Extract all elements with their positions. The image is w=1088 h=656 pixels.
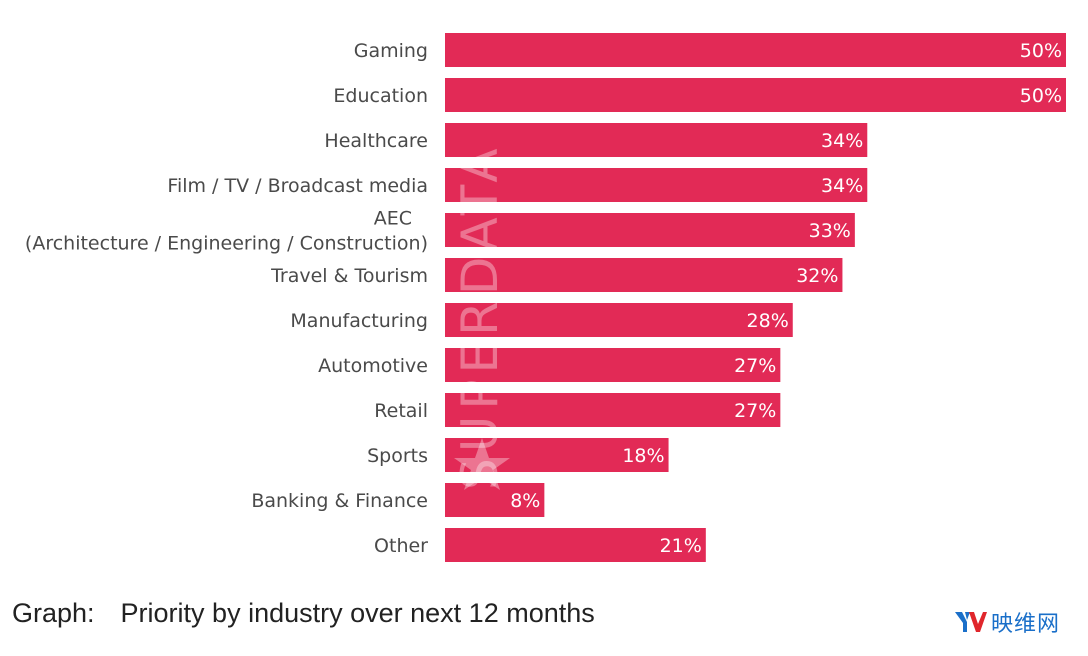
value-label: 21%: [660, 535, 702, 557]
bar: [445, 393, 781, 427]
category-label-line: Automotive: [318, 355, 428, 377]
value-label: 34%: [821, 130, 863, 152]
category-label-line: Banking & Finance: [251, 490, 428, 512]
caption-text: Priority by industry over next 12 months: [120, 598, 595, 628]
value-label: 32%: [796, 265, 838, 287]
bar: [445, 528, 706, 562]
value-label: 28%: [747, 310, 789, 332]
yivian-logo: 映维网: [955, 606, 1060, 638]
bar: [445, 303, 793, 337]
value-label: 27%: [734, 355, 776, 377]
bar: [445, 483, 545, 517]
category-label: Gaming: [354, 40, 428, 62]
category-label-line: Healthcare: [324, 130, 428, 152]
category-label-line: Gaming: [354, 40, 428, 62]
bars-group: [445, 33, 1066, 562]
category-label: Film / TV / Broadcast media: [167, 175, 428, 197]
watermark-text: SUPERDATA: [451, 142, 509, 490]
category-label: Manufacturing: [290, 310, 428, 332]
star-icon: [454, 438, 510, 490]
value-label: 34%: [821, 175, 863, 197]
bar: [445, 168, 868, 202]
category-label-line: AEC: [374, 208, 412, 230]
value-labels: 50% 50% 34% 34% 33% 32% 28% 27% 27% 18% 8% 21%: [510, 40, 1062, 557]
category-label: Automotive: [318, 355, 428, 377]
value-label: 33%: [809, 220, 851, 242]
bar: [445, 213, 855, 247]
logo-text: 映维网: [991, 612, 1061, 637]
figure-caption: Graph: Priority by industry over next 12 …: [12, 598, 595, 629]
category-labels: Gaming Education Healthcare Film / TV / Bro…: [25, 40, 428, 557]
category-label: Sports: [367, 445, 428, 467]
value-label: 27%: [734, 400, 776, 422]
bar: [445, 258, 843, 292]
category-label-line: Retail: [374, 400, 428, 422]
value-label: 8%: [510, 490, 540, 512]
category-label-line: Manufacturing: [290, 310, 428, 332]
category-label-line: Other: [374, 535, 428, 557]
bar: [445, 438, 669, 472]
category-label-line: Sports: [367, 445, 428, 467]
category-label: AEC (Architecture / Engineering / Constru…: [25, 208, 428, 255]
bar: [445, 348, 781, 382]
bar-chart: SUPERDATA Gaming Education Healthcare Film …: [25, 33, 1066, 562]
caption-prefix: Graph:: [12, 598, 95, 628]
value-label: 18%: [622, 445, 664, 467]
category-label-line: (Architecture / Engineering / Constructi…: [25, 233, 428, 255]
category-label: Retail: [374, 400, 428, 422]
category-label: Healthcare: [324, 130, 428, 152]
category-label: Travel & Tourism: [270, 265, 428, 287]
superdata-watermark: SUPERDATA: [451, 142, 510, 490]
category-label-line: Film / TV / Broadcast media: [167, 175, 428, 197]
category-label-line: Travel & Tourism: [270, 265, 428, 287]
category-label-line: Education: [333, 85, 428, 107]
category-label: Education: [333, 85, 428, 107]
bar: [445, 78, 1066, 112]
category-label: Other: [374, 535, 428, 557]
category-label: Banking & Finance: [251, 490, 428, 512]
yv-logo-icon: [955, 612, 987, 632]
value-label: 50%: [1020, 40, 1062, 62]
bar: [445, 123, 868, 157]
value-label: 50%: [1020, 85, 1062, 107]
bar: [445, 33, 1066, 67]
